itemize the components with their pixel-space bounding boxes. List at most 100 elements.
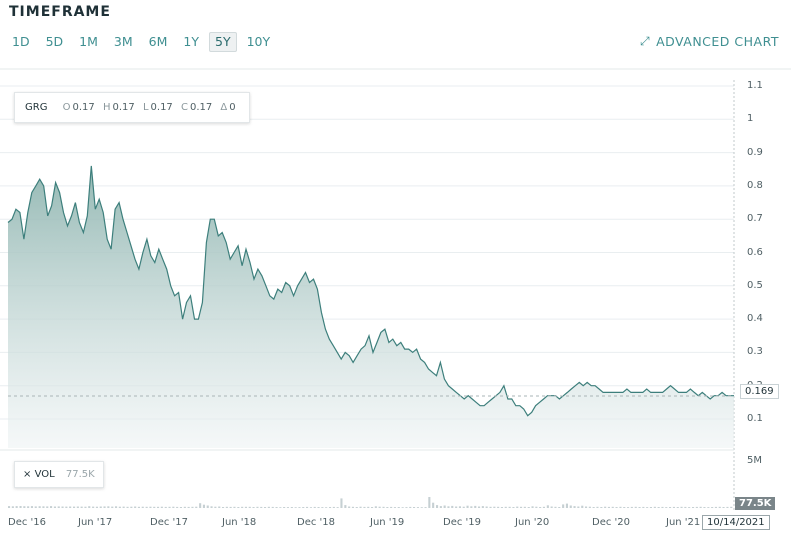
tf-1m-button[interactable]: 1M [79, 34, 98, 49]
volume-bar [646, 507, 649, 508]
volume-bar [126, 506, 129, 508]
volume-bar [229, 506, 232, 508]
volume-bar [179, 507, 182, 508]
y-tick-label: 0.9 [747, 146, 763, 158]
volume-bar [260, 506, 263, 508]
volume-bar [153, 506, 156, 508]
advanced-chart-label: ADVANCED CHART [656, 34, 779, 49]
y-tick-label: 0.5 [747, 279, 763, 291]
tf-1y-button[interactable]: 1Y [183, 34, 199, 49]
volume-bar [665, 507, 668, 508]
tf-10y-button[interactable]: 10Y [246, 34, 271, 49]
tf-6m-button[interactable]: 6M [148, 34, 168, 49]
x-tick-label: Jun '21 [666, 517, 701, 528]
volume-bar [462, 506, 465, 508]
volume-bar [707, 507, 710, 508]
volume-bar [424, 507, 427, 508]
volume-bar [210, 506, 213, 508]
volume-bar [344, 505, 347, 508]
volume-bar [577, 506, 580, 508]
volume-bar [294, 507, 297, 508]
tf-5d-button[interactable]: 5D [45, 34, 64, 49]
volume-bar [222, 507, 225, 508]
volume-bar [554, 506, 557, 508]
volume-bar [99, 506, 102, 508]
volume-bar [118, 506, 121, 508]
volume-bar [348, 506, 351, 508]
volume-bar [111, 506, 114, 508]
volume-bar [451, 505, 454, 508]
volume-bar [214, 506, 217, 508]
y-tick-label: 1 [747, 113, 754, 125]
volume-bar [520, 506, 523, 508]
volume-bar [57, 506, 60, 508]
volume-bar [711, 507, 714, 508]
volume-bar [302, 507, 305, 508]
volume-bar [252, 507, 255, 508]
volume-bar [244, 506, 247, 508]
volume-bar [137, 506, 140, 508]
volume-bar [336, 507, 339, 508]
volume-bar [439, 506, 442, 508]
volume-bar [615, 507, 618, 508]
legend-low: 0.17 [150, 102, 173, 113]
volume-bar [256, 506, 259, 508]
volume-bar [61, 506, 64, 508]
volume-bar [638, 507, 641, 508]
volume-bar [15, 506, 18, 508]
volume-bar [516, 506, 519, 508]
volume-bar [588, 506, 591, 508]
legend-open-label: O [62, 102, 71, 113]
volume-bar [145, 506, 148, 508]
volume-bar [611, 506, 614, 508]
volume-bar [340, 498, 343, 508]
advanced-chart-link[interactable]: ⤢ ADVANCED CHART [640, 34, 779, 49]
volume-bar [248, 506, 251, 508]
volume-bar [374, 506, 377, 508]
volume-bar [676, 507, 679, 508]
volume-bar [157, 506, 160, 508]
volume-bar [386, 507, 389, 508]
volume-bar [53, 506, 56, 508]
volume-bar [355, 507, 358, 508]
volume-bar [409, 506, 412, 508]
volume-bar [237, 507, 240, 508]
x-tick-label: Jun '19 [370, 517, 405, 528]
legend-symbol: GRG [25, 102, 48, 113]
volume-bar [225, 506, 228, 508]
volume-bar [351, 506, 354, 508]
tf-3m-button[interactable]: 3M [113, 34, 133, 49]
volume-bar [275, 507, 278, 508]
volume-bar [359, 506, 362, 508]
volume-bar [535, 506, 538, 508]
volume-bar [149, 506, 152, 508]
legend-close: 0.17 [189, 102, 213, 113]
crosshair-date-tag: 10/14/2021 [702, 515, 770, 530]
volume-bar [80, 506, 83, 508]
volume-bar [199, 503, 202, 508]
volume-bar [478, 506, 481, 508]
volume-bar [241, 506, 244, 508]
legend-high: 0.17 [112, 102, 135, 113]
volume-bar [569, 505, 572, 508]
close-icon[interactable]: × [23, 469, 32, 480]
volume-bar [382, 506, 385, 508]
tf-5y-button[interactable]: 5Y [209, 32, 237, 52]
volume-bar [30, 506, 33, 508]
volume-bar [695, 506, 698, 508]
legend-change: 0 [229, 102, 236, 113]
x-tick-label: Jun '17 [78, 517, 113, 528]
volume-bar [202, 504, 205, 508]
volume-bar [428, 497, 431, 508]
volume-value: 77.5K [65, 469, 95, 480]
x-tick-label: Jun '18 [222, 517, 257, 528]
volume-bar [661, 506, 664, 508]
volume-bar [416, 507, 419, 508]
volume-bar [722, 507, 725, 508]
volume-bar [550, 506, 553, 508]
volume-bar [512, 507, 515, 508]
tf-1d-button[interactable]: 1D [12, 34, 30, 49]
volume-bar [397, 507, 400, 508]
